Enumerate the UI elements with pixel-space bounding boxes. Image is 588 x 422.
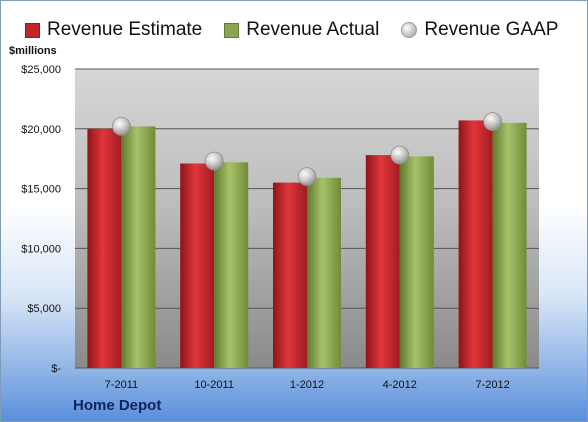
y-tick-label: $- (51, 363, 61, 375)
bar-revenue-estimate (87, 128, 122, 368)
bar-revenue-actual (492, 122, 527, 368)
y-tick-label: $20,000 (21, 124, 61, 136)
legend-item-estimate: Revenue Estimate (25, 19, 202, 41)
y-tick-label: $25,000 (21, 64, 61, 76)
bar-revenue-estimate (273, 182, 307, 368)
legend-swatch-actual (224, 22, 240, 38)
bar-revenue-actual (214, 162, 249, 368)
legend-swatch-estimate (25, 22, 40, 38)
x-tick-label: 7-2012 (475, 379, 509, 391)
legend-label-estimate: Revenue Estimate (47, 19, 203, 40)
bar-revenue-estimate (458, 120, 493, 368)
legend-marker-gaap (401, 22, 418, 38)
point-revenue-gaap (390, 145, 410, 165)
bar-revenue-actual (399, 156, 434, 368)
y-tick-label: $10,000 (21, 243, 61, 255)
legend: Revenue Estimate Revenue Actual Revenue … (25, 15, 579, 45)
point-revenue-gaap (204, 151, 224, 171)
legend-item-actual: Revenue Actual (224, 19, 379, 41)
point-revenue-gaap (112, 117, 131, 136)
legend-item-gaap: Revenue GAAP (401, 19, 558, 41)
legend-label-actual: Revenue Actual (246, 19, 380, 40)
bar-revenue-actual (307, 177, 341, 368)
x-tick-label: 10-2011 (194, 379, 234, 391)
x-tick-label: 1-2012 (290, 379, 324, 391)
legend-label-gaap: Revenue GAAP (424, 19, 559, 40)
company-name: Home Depot (73, 397, 162, 414)
x-tick-label: 4-2012 (383, 379, 417, 391)
bar-revenue-estimate (180, 163, 215, 368)
y-tick-label: $15,000 (21, 184, 61, 196)
point-revenue-gaap (483, 112, 503, 132)
x-tick-label: 7-2011 (105, 379, 138, 391)
bar-revenue-actual (121, 126, 156, 369)
bar-revenue-estimate (365, 155, 400, 368)
y-tick-label: $5,000 (27, 303, 61, 315)
point-revenue-gaap (297, 167, 317, 187)
y-axis-unit-label: $millions (9, 45, 57, 57)
